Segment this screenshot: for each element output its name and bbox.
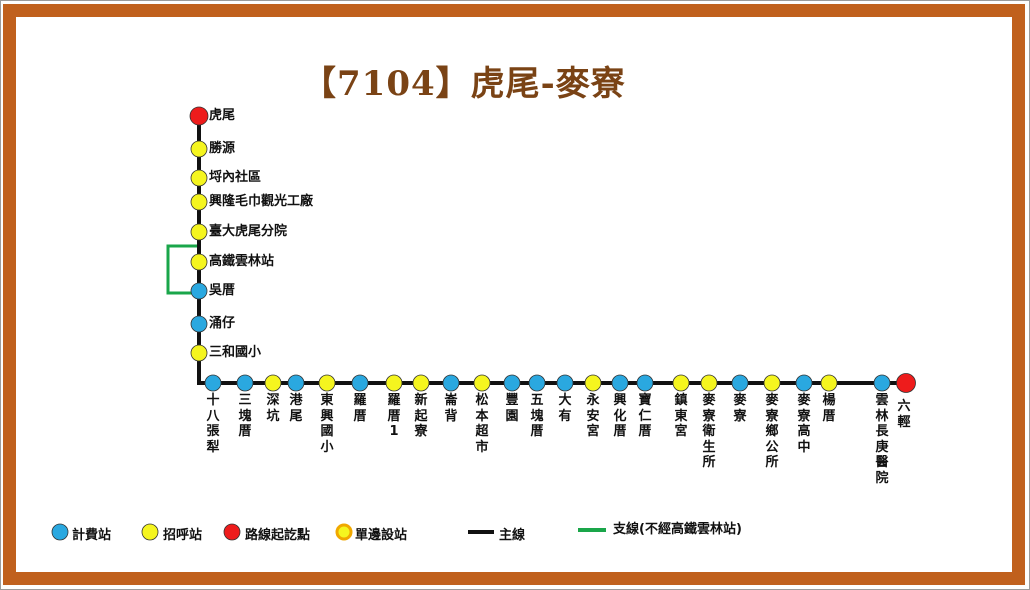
stop-label: 深坑 [266,393,280,424]
stop-label: 羅厝1 [387,393,401,439]
stop-marker-fare [795,374,813,392]
legend-fare-stop-label: 計費站 [72,528,112,543]
stop-marker-flag [412,374,430,392]
stop-label: 吳厝 [209,283,236,298]
stop-label: 楊厝 [822,393,836,424]
branch-line [166,244,199,295]
legend-one-side-stop-label: 單邊設站 [355,528,408,543]
stop-marker-flag [820,374,838,392]
stop-label: 興化厝 [613,393,627,439]
stop-marker-flag [190,193,208,211]
legend-flag-stop-marker [141,523,159,541]
stop-label: 麥寮鄉公所 [765,393,779,470]
stop-label: 新起寮 [414,393,428,439]
stop-label: 三和國小 [209,345,262,360]
stop-label: 五塊厝 [530,393,544,439]
stop-label: 涌仔 [209,316,236,331]
stop-marker-fare [503,374,521,392]
stop-marker-flag [473,374,491,392]
stop-marker-fare [731,374,749,392]
stop-marker-flag [264,374,282,392]
stop-marker-terminal [896,373,916,393]
stop-marker-flag [672,374,690,392]
stop-marker-flag [190,140,208,158]
stop-label: 大有 [558,393,572,424]
stop-marker-fare [204,374,222,392]
stop-label: 雲林長庚醫院 [875,393,889,486]
stop-label: 崙背 [444,393,458,424]
stop-label: 永安宮 [586,393,600,439]
stop-label: 六輕 [897,399,911,430]
stop-label: 松本超市 [475,393,489,455]
stop-marker-fare [351,374,369,392]
stop-label: 臺大虎尾分院 [209,224,288,239]
stop-marker-fare [636,374,654,392]
stop-marker-flag [190,253,208,271]
stop-marker-flag [385,374,403,392]
stop-marker-flag [190,169,208,187]
stop-marker-flag [190,344,208,362]
legend-flag-stop-label: 招呼站 [163,528,203,543]
stop-label: 麥寮衛生所 [702,393,716,470]
stop-marker-fare [287,374,305,392]
stop-label: 東興國小 [320,393,334,455]
stop-label: 埒內社區 [209,170,262,185]
legend-terminal-marker [223,523,241,541]
legend-one-side-stop-marker [335,523,353,541]
stop-label: 興隆毛巾觀光工廠 [209,194,314,209]
stop-marker-fare [873,374,891,392]
stop-marker-fare [442,374,460,392]
legend-branch-line-label: 支線(不經高鐵雲林站) [613,522,742,537]
stop-marker-flag [763,374,781,392]
stop-marker-flag [190,223,208,241]
stop-marker-fare [236,374,254,392]
stop-label: 麥寮高中 [797,393,811,455]
stop-label: 豐園 [505,393,519,424]
stop-marker-fare [611,374,629,392]
legend-main-line-label: 主線 [499,528,526,543]
route-map-panel [3,4,1025,585]
stop-label: 十八張犁 [206,393,220,455]
stop-label: 三塊厝 [238,393,252,439]
legend-terminal-label: 路線起訖點 [245,528,311,543]
stop-label: 麥寮 [733,393,747,424]
legend-fare-stop-marker [51,523,69,541]
stop-label: 港尾 [289,393,303,424]
stop-marker-fare [190,282,208,300]
stop-marker-fare [556,374,574,392]
stop-marker-fare [528,374,546,392]
stop-label: 寶仁厝 [638,393,652,439]
stop-label: 勝源 [209,141,236,156]
stop-marker-terminal [189,106,209,126]
stop-label: 高鐵雲林站 [209,254,275,269]
stop-marker-flag [700,374,718,392]
route-title: 【7104】虎尾-麥寮 [302,64,626,104]
stop-label: 羅厝 [353,393,367,424]
stop-marker-flag [318,374,336,392]
stop-marker-fare [190,315,208,333]
stop-label: 虎尾 [209,108,236,123]
stop-label: 鎮東宮 [674,393,688,439]
stop-marker-flag [584,374,602,392]
